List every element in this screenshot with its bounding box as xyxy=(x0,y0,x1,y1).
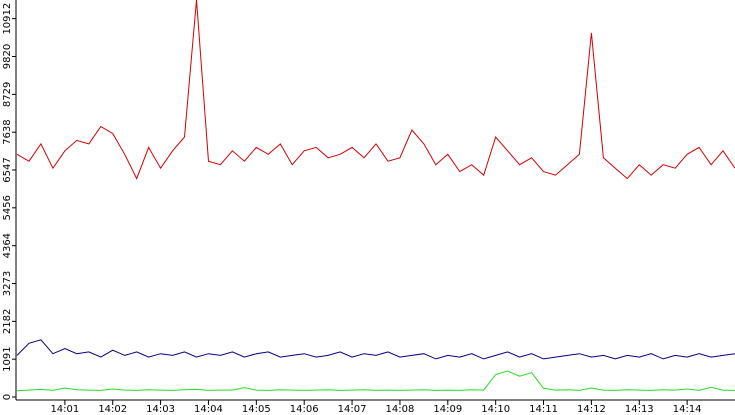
y-tick-label: 4364 xyxy=(2,233,13,258)
series-line xyxy=(16,339,735,360)
y-tick-label: 10912 xyxy=(2,3,13,35)
x-tick-label: 14:09 xyxy=(433,404,462,415)
y-tick-label: 2182 xyxy=(2,309,13,334)
y-tick-label: 8729 xyxy=(2,82,13,107)
series-line xyxy=(16,370,735,392)
x-tick-label: 14:07 xyxy=(338,404,367,415)
x-tick-label: 14:08 xyxy=(386,404,415,415)
x-tick-label: 14:03 xyxy=(146,404,175,415)
y-tick-label: 5456 xyxy=(2,195,13,220)
x-tick-label: 14:13 xyxy=(625,404,654,415)
x-tick-label: 14:01 xyxy=(50,404,79,415)
x-tick-label: 14:12 xyxy=(577,404,606,415)
y-tick-label: 7638 xyxy=(2,119,13,144)
x-tick-label: 14:02 xyxy=(98,404,127,415)
y-tick-label: 9820 xyxy=(2,44,13,69)
series-line xyxy=(16,0,735,180)
x-tick-label: 14:14 xyxy=(673,404,702,415)
x-tick-label: 14:06 xyxy=(290,404,319,415)
y-tick-label: 1091 xyxy=(2,346,13,371)
x-tick-label: 14:10 xyxy=(481,404,510,415)
y-tick-label: 6547 xyxy=(2,157,13,182)
x-tick-label: 14:05 xyxy=(242,404,271,415)
y-tick-label: 0 xyxy=(2,394,13,400)
x-tick-label: 14:04 xyxy=(194,404,223,415)
x-tick-label: 14:11 xyxy=(529,404,558,415)
y-tick-label: 3273 xyxy=(2,271,13,296)
